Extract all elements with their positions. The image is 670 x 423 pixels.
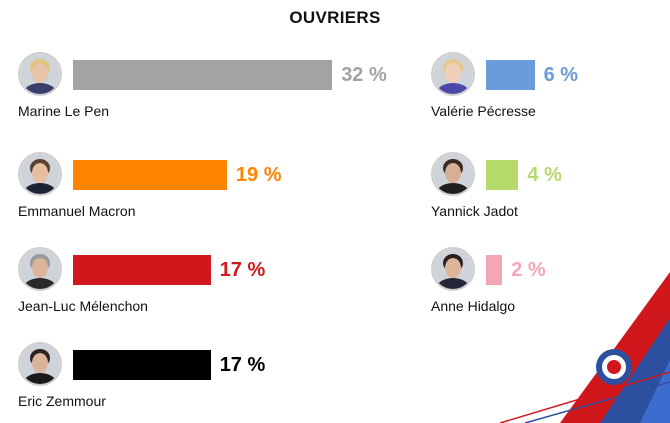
avatar-emmanuel-macron: [18, 152, 62, 196]
avatar-marine-le-pen: [18, 52, 62, 96]
bar-yannick-jadot: [486, 160, 519, 190]
avatar-yannick-jadot: [431, 152, 475, 196]
swoosh-light-blue: [640, 360, 670, 423]
avatar-valerie-pecresse: [431, 52, 475, 96]
candidate-name-marine-le-pen: Marine Le Pen: [18, 103, 110, 119]
bar-emmanuel-macron: [73, 160, 227, 190]
value-label-jean-luc-melenchon: 17 %: [219, 259, 266, 281]
candidate-name-anne-hidalgo: Anne Hidalgo: [431, 298, 516, 314]
candidate-name-yannick-jadot: Yannick Jadot: [431, 203, 518, 219]
candidate-name-eric-zemmour: Eric Zemmour: [18, 393, 106, 409]
bar-jean-luc-melenchon: [73, 255, 211, 285]
avatar-jean-luc-melenchon: [18, 247, 62, 291]
bar-anne-hidalgo: [486, 255, 503, 285]
avatar-anne-hidalgo: [431, 247, 475, 291]
candidate-name-jean-luc-melenchon: Jean-Luc Mélenchon: [18, 298, 148, 314]
swoosh-line-red: [499, 371, 670, 423]
bar-marine-le-pen: [73, 60, 333, 90]
chart-title: OUVRIERS: [289, 8, 381, 27]
value-label-marine-le-pen: 32 %: [341, 64, 387, 86]
value-label-valerie-pecresse: 6 %: [543, 64, 579, 86]
avatar-eric-zemmour: [18, 342, 62, 386]
bar-valerie-pecresse: [486, 60, 535, 90]
value-label-anne-hidalgo: 2 %: [511, 259, 546, 281]
value-label-emmanuel-macron: 19 %: [235, 164, 282, 186]
value-label-yannick-jadot: 4 %: [527, 164, 562, 186]
swoosh-red: [560, 272, 670, 423]
candidate-name-valerie-pecresse: Valérie Pécresse: [431, 103, 536, 119]
swoosh-line-blue: [524, 381, 670, 423]
cockade-inner: [607, 360, 621, 374]
bar-eric-zemmour: [73, 350, 211, 380]
candidate-name-emmanuel-macron: Emmanuel Macron: [18, 203, 136, 219]
value-label-eric-zemmour: 17 %: [219, 354, 266, 376]
